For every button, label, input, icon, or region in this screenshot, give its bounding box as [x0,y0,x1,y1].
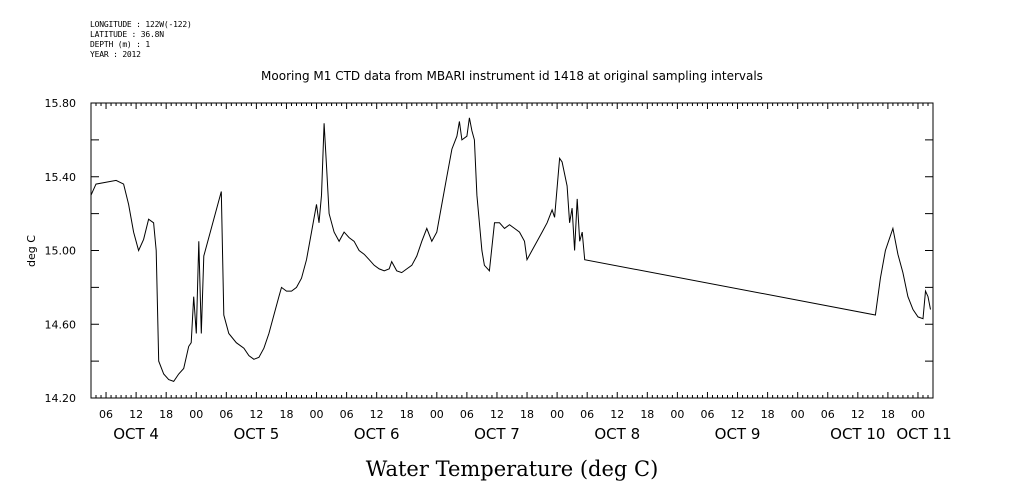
x-tick-label: 06 [700,408,714,421]
x-tick-label: 12 [610,408,624,421]
x-tick-label: 06 [340,408,354,421]
metadata-block: LONGITUDE : 122W(-122) LATITUDE : 36.8N … [90,20,192,60]
day-label: OCT 6 [354,425,400,443]
x-tick-label: 00 [430,408,444,421]
day-label: OCT 4 [113,425,159,443]
day-label: OCT 11 [896,425,951,443]
x-tick-label: 06 [99,408,113,421]
x-tick-label: 00 [670,408,684,421]
day-label: OCT 5 [234,425,280,443]
x-tick-label: 12 [851,408,865,421]
day-labels: OCT 4 OCT 5 OCT 6 OCT 7 OCT 8 OCT 9 OCT 10 OCT … [113,425,951,443]
x-tick-label: 00 [911,408,925,421]
y-tick-label: 15.80 [45,97,77,110]
y-tick-label: 15.00 [45,245,77,258]
x-tick-label: 00 [550,408,564,421]
y-tick-label: 14.20 [45,392,77,405]
longitude-label: LONGITUDE : 122W(-122) [90,20,192,29]
year-label: YEAR : 2012 [90,50,141,59]
x-tick-label: 18 [520,408,534,421]
x-tick-label: 12 [249,408,263,421]
x-tick-label: 18 [881,408,895,421]
x-tick-label: 06 [219,408,233,421]
x-tick-label: 06 [460,408,474,421]
day-label: OCT 7 [474,425,520,443]
x-tick-label: 18 [761,408,775,421]
water-temperature-line [90,117,931,383]
tick-marks [90,102,934,399]
latitude-label: LATITUDE : 36.8N [90,30,164,39]
x-tick-label: 12 [490,408,504,421]
y-tick-labels: 14.20 14.60 15.00 15.40 15.80 [45,97,77,405]
x-tick-label: 18 [159,408,173,421]
x-tick-label: 18 [279,408,293,421]
x-axis-label: Water Temperature (deg C) [366,457,659,481]
x-tick-label: 06 [821,408,835,421]
x-tick-label: 06 [580,408,594,421]
x-tick-label: 00 [791,408,805,421]
plot-frame [90,102,934,399]
x-tick-label: 12 [731,408,745,421]
x-tick-label: 00 [310,408,324,421]
x-tick-label: 12 [129,408,143,421]
x-tick-label: 12 [370,408,384,421]
x-tick-label: 18 [640,408,654,421]
chart-title: Mooring M1 CTD data from MBARI instrumen… [261,69,763,83]
day-label: OCT 9 [715,425,761,443]
y-tick-label: 15.40 [45,171,77,184]
y-axis-label: deg C [25,235,38,267]
x-tick-labels: 06 12 18 00 06 12 18 00 06 12 18 00 06 12 18 00 06 12 18 00… [99,408,925,421]
x-tick-label: 00 [189,408,203,421]
y-tick-label: 14.60 [45,318,77,331]
x-tick-label: 18 [400,408,414,421]
depth-label: DEPTH (m) : 1 [90,40,151,49]
day-label: OCT 8 [594,425,640,443]
day-label: OCT 10 [830,425,885,443]
